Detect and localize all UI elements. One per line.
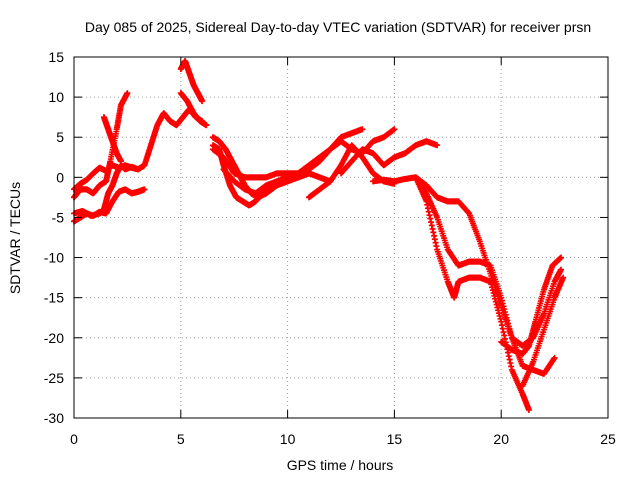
x-tick-label: 15	[387, 431, 403, 447]
data-point	[551, 354, 558, 361]
y-tick-label: -5	[52, 209, 65, 225]
series-2	[71, 90, 131, 201]
y-tick-label: -10	[44, 250, 64, 266]
data-point	[525, 406, 532, 413]
data-point	[560, 274, 567, 281]
x-axis-label: GPS time / hours	[287, 457, 394, 473]
x-tick-label: 20	[493, 431, 509, 447]
data-points	[71, 58, 567, 413]
y-tick-label: -20	[44, 330, 64, 346]
data-point	[391, 126, 398, 133]
y-tick-label: 10	[48, 89, 64, 105]
y-axis: -30 -25 -20 -15 -10 -5 0 5 10 15	[44, 49, 608, 426]
series-12	[338, 138, 441, 177]
y-axis-label: SDTVAR / TECUs	[7, 182, 23, 294]
chart-title: Day 085 of 2025, Sidereal Day-to-day VTE…	[85, 19, 591, 35]
x-axis: 0 5 10 15 20 25	[70, 57, 616, 447]
series-17	[519, 274, 567, 389]
data-point	[199, 98, 206, 105]
plot-frame	[73, 56, 609, 419]
data-point	[117, 158, 124, 165]
series-5	[177, 58, 206, 105]
x-tick-label: 0	[70, 431, 78, 447]
series-4	[100, 114, 124, 165]
series-15	[412, 174, 558, 377]
data-point	[558, 254, 565, 261]
series-14	[412, 174, 532, 413]
x-tick-label: 10	[280, 431, 296, 447]
data-point	[124, 90, 131, 97]
x-tick-label: 25	[600, 431, 616, 447]
x-tick-label: 5	[177, 431, 185, 447]
data-point	[141, 186, 148, 193]
y-tick-label: -30	[44, 410, 64, 426]
series-6	[177, 90, 210, 129]
grid	[74, 57, 608, 418]
data-point	[558, 266, 565, 273]
y-tick-label: -15	[44, 290, 64, 306]
y-tick-label: -25	[44, 370, 64, 386]
data-point	[359, 126, 366, 133]
y-tick-label: 15	[48, 49, 64, 65]
series-0	[71, 106, 206, 193]
data-point	[203, 122, 210, 129]
data-point	[434, 142, 441, 149]
series-8	[209, 126, 398, 201]
data-point	[135, 166, 142, 173]
series-16	[498, 254, 565, 357]
y-tick-label: 5	[56, 129, 64, 145]
y-tick-label: 0	[56, 169, 64, 185]
series-10	[220, 166, 334, 197]
